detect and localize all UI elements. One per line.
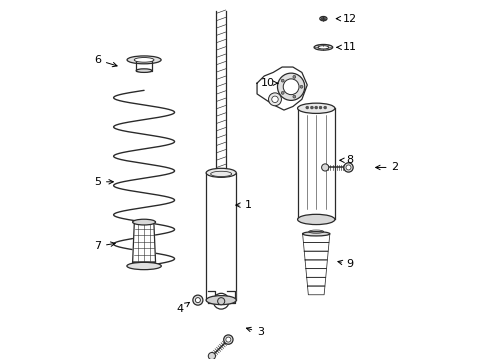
Circle shape [271,96,278,103]
Circle shape [281,79,284,82]
Polygon shape [132,222,155,262]
Polygon shape [297,108,334,220]
Circle shape [305,106,308,109]
Ellipse shape [206,168,236,177]
Ellipse shape [317,46,328,49]
Circle shape [343,163,352,172]
Text: 8: 8 [339,155,353,165]
Polygon shape [206,173,236,300]
Text: 11: 11 [336,42,357,52]
Polygon shape [305,269,326,277]
Ellipse shape [126,262,161,270]
Circle shape [195,298,200,303]
Circle shape [319,106,321,109]
Polygon shape [136,59,152,71]
Polygon shape [303,243,328,251]
Circle shape [225,337,230,342]
Polygon shape [257,67,306,110]
Ellipse shape [297,214,334,225]
Circle shape [292,95,295,98]
Ellipse shape [297,103,334,113]
Text: 3: 3 [246,327,264,337]
Ellipse shape [127,56,161,64]
Polygon shape [227,291,234,303]
Circle shape [300,85,303,88]
Circle shape [321,164,328,171]
Text: 5: 5 [94,177,113,187]
Text: 12: 12 [336,14,357,24]
Ellipse shape [302,231,329,236]
Ellipse shape [206,296,236,305]
Text: 2: 2 [375,162,398,172]
Circle shape [292,76,295,78]
Circle shape [281,91,284,94]
Circle shape [283,79,298,95]
Circle shape [268,93,281,106]
Circle shape [217,298,224,305]
Ellipse shape [132,219,155,225]
Circle shape [277,73,304,100]
Circle shape [223,335,233,344]
Polygon shape [305,260,327,269]
Ellipse shape [134,58,154,62]
Circle shape [208,352,215,360]
Text: 4: 4 [176,302,189,314]
Circle shape [314,106,317,109]
Text: 1: 1 [235,200,251,210]
Circle shape [213,293,228,309]
Ellipse shape [313,44,332,50]
Ellipse shape [321,18,325,20]
Text: 6: 6 [94,55,117,67]
Text: 9: 9 [337,259,353,269]
Polygon shape [306,277,325,286]
Ellipse shape [136,69,152,72]
Polygon shape [207,291,215,303]
Circle shape [346,165,350,170]
Text: 10: 10 [260,78,277,88]
Text: 7: 7 [94,241,115,251]
Polygon shape [307,286,324,295]
Ellipse shape [319,17,326,21]
Circle shape [192,295,203,305]
Polygon shape [304,251,327,260]
Circle shape [310,106,313,109]
Polygon shape [302,234,329,243]
Circle shape [323,106,326,109]
